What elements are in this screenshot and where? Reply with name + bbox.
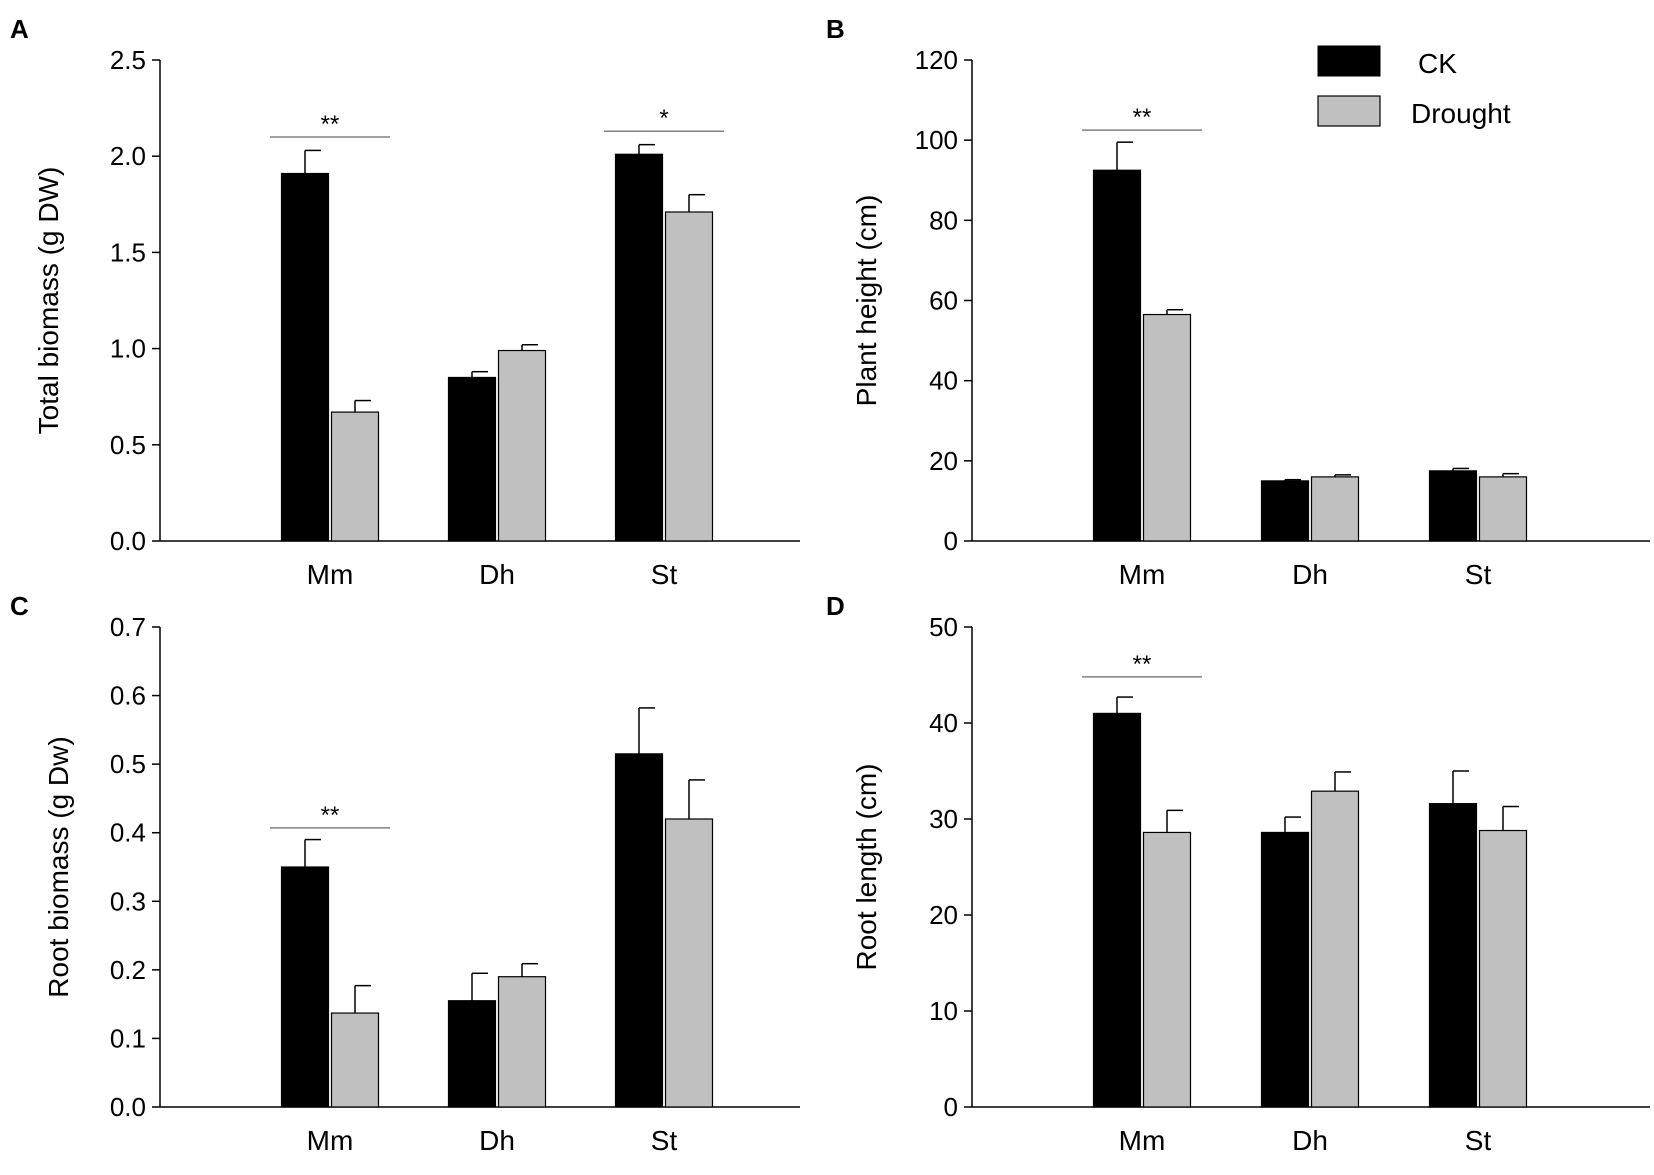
y-tick-label: 0.6 <box>110 681 146 711</box>
y-tick-label: 80 <box>929 205 958 235</box>
bar-drought-dh <box>497 349 547 542</box>
bar-ck-dh <box>447 1000 497 1108</box>
y-axis-title: Root biomass (g Dw) <box>43 736 74 997</box>
panel-letter: C <box>10 591 29 621</box>
y-tick-label: 10 <box>929 996 958 1026</box>
bar-ck-dh <box>1260 831 1310 1108</box>
legend-label-ck: CK <box>1418 48 1457 79</box>
y-tick-label: 0.7 <box>110 612 146 642</box>
y-tick-label: 120 <box>915 45 958 75</box>
y-tick-label: 0.3 <box>110 886 146 916</box>
panel-letter: B <box>826 14 845 44</box>
y-tick-label: 20 <box>929 446 958 476</box>
y-tick-label: 0.5 <box>110 749 146 779</box>
bar-drought-mm <box>1142 313 1192 542</box>
x-tick-label: Mm <box>1119 1125 1166 1156</box>
bar-drought-mm <box>330 411 380 542</box>
bar-drought-dh <box>1310 790 1360 1108</box>
y-tick-label: 20 <box>929 900 958 930</box>
bar-ck-st <box>1428 803 1478 1108</box>
y-tick-label: 60 <box>929 286 958 316</box>
bar-drought-st <box>664 211 714 542</box>
y-tick-label: 1.5 <box>110 237 146 267</box>
x-tick-label: St <box>1465 559 1492 590</box>
x-tick-label: Mm <box>1119 559 1166 590</box>
bar-ck-dh <box>447 376 497 542</box>
y-tick-label: 0.0 <box>110 526 146 556</box>
legend-swatch-ck <box>1317 45 1381 77</box>
bar-drought-dh <box>1310 476 1360 542</box>
x-tick-label: Dh <box>1292 1125 1328 1156</box>
y-tick-label: 1.0 <box>110 334 146 364</box>
y-tick-label: 100 <box>915 125 958 155</box>
significance-label: ** <box>321 802 340 829</box>
x-tick-label: Dh <box>479 1125 515 1156</box>
bar-ck-st <box>1428 470 1478 542</box>
bar-drought-st <box>664 818 714 1108</box>
panels: A 0.0 0.5 1.0 1.5 2.0 2.5 Total biomass (g DW) M… <box>10 14 1650 1156</box>
significance-label: ** <box>1133 104 1152 131</box>
panel-b: B 0 20 40 60 80 100 120 Plant height (cm) Mm Dh St *… <box>826 14 1650 590</box>
x-tick-label: St <box>651 1125 678 1156</box>
y-tick-label: 0.4 <box>110 818 146 848</box>
y-tick-label: 2.5 <box>110 45 146 75</box>
y-tick-label: 0.2 <box>110 955 146 985</box>
bar-drought-st <box>1478 476 1528 542</box>
y-tick-label: 50 <box>929 612 958 642</box>
bar-ck-st <box>614 753 664 1108</box>
y-axis-title: Total biomass (g DW) <box>33 167 64 435</box>
legend-label-drought: Drought <box>1411 98 1511 129</box>
panel-d: D 0 10 20 30 40 50 Root length (cm) Mm Dh St ** <box>826 591 1650 1156</box>
y-tick-label: 0 <box>944 1092 958 1122</box>
y-tick-label: 0.0 <box>110 1092 146 1122</box>
legend: CK Drought <box>1317 45 1511 129</box>
x-tick-label: Mm <box>307 559 354 590</box>
y-axis-title: Plant height (cm) <box>851 195 882 407</box>
y-tick-label: 40 <box>929 708 958 738</box>
bar-ck-mm <box>1092 712 1142 1108</box>
y-tick-label: 40 <box>929 366 958 396</box>
bar-drought-mm <box>330 1012 380 1108</box>
panel-letter: D <box>826 591 845 621</box>
bar-drought-mm <box>1142 831 1192 1108</box>
y-tick-label: 0.1 <box>110 1023 146 1053</box>
panel-letter: A <box>10 14 29 44</box>
y-tick-label: 30 <box>929 804 958 834</box>
significance-label: ** <box>321 111 340 138</box>
legend-swatch-drought <box>1317 95 1381 127</box>
x-tick-label: Dh <box>1292 559 1328 590</box>
x-tick-label: St <box>651 559 678 590</box>
bar-ck-dh <box>1260 480 1310 542</box>
x-tick-label: Dh <box>479 559 515 590</box>
x-tick-label: St <box>1465 1125 1492 1156</box>
bar-drought-dh <box>497 976 547 1108</box>
bar-drought-st <box>1478 829 1528 1108</box>
panel-c: C 0.0 0.1 0.2 0.3 0.4 0.5 0.6 0.7 Root biomass (g… <box>10 591 800 1156</box>
y-tick-label: 0.5 <box>110 430 146 460</box>
y-tick-label: 2.0 <box>110 141 146 171</box>
y-tick-label: 0 <box>944 526 958 556</box>
panel-a: A 0.0 0.5 1.0 1.5 2.0 2.5 Total biomass (g DW) M… <box>10 14 800 590</box>
significance-label: * <box>659 105 668 132</box>
bar-ck-mm <box>280 866 330 1108</box>
x-tick-label: Mm <box>307 1125 354 1156</box>
y-axis-title: Root length (cm) <box>851 764 882 971</box>
bar-ck-st <box>614 153 664 542</box>
significance-label: ** <box>1133 651 1152 678</box>
bar-ck-mm <box>1092 169 1142 542</box>
bar-ck-mm <box>280 172 330 542</box>
